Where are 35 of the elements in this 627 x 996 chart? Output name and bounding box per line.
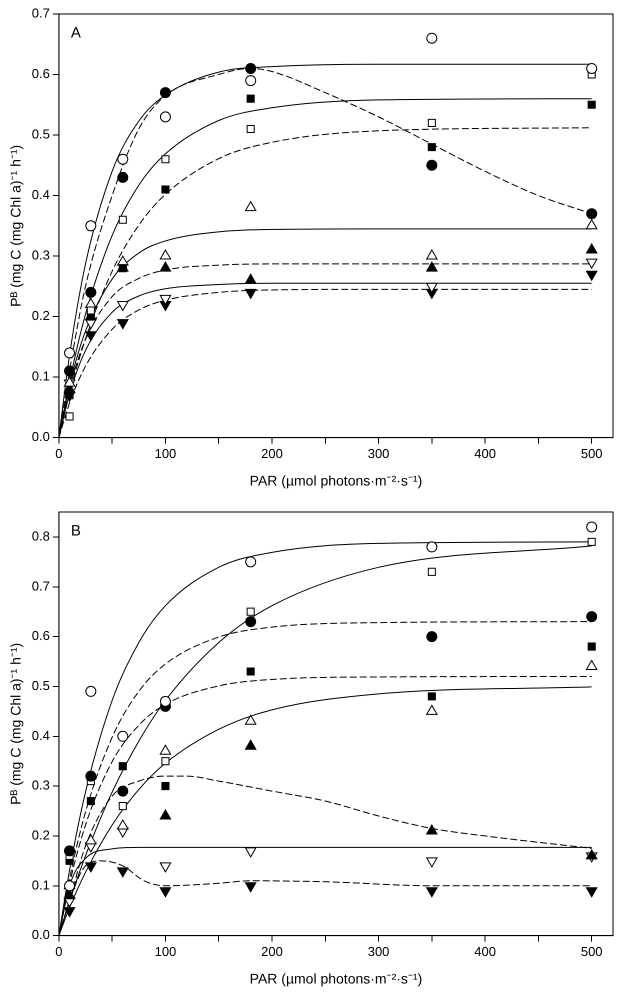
y-tick-label: 0.2 (32, 308, 50, 324)
x-tick-label: 400 (474, 446, 496, 461)
x-tick-label: 200 (261, 944, 283, 959)
y-tick-label: 0.3 (32, 778, 50, 793)
x-tick-label: 300 (368, 446, 390, 461)
y-tick-label: 0.2 (32, 828, 50, 843)
y-tick-label: 0.1 (32, 877, 50, 892)
x-tick-label: 400 (474, 944, 496, 959)
y-tick-label: 0.4 (32, 187, 50, 202)
x-tick-label: 100 (154, 944, 176, 959)
y-axis-title: Pᴮ (mg C (mg Chl a)⁻¹ h⁻¹) (7, 144, 24, 307)
y-tick-label: 0.3 (32, 248, 50, 263)
x-tick-label: 200 (261, 446, 283, 461)
y-tick-label: 0.1 (32, 368, 50, 384)
x-tick-label: 0 (55, 944, 62, 959)
x-axis-title: PAR (µmol photons·m⁻²·s⁻¹) (250, 970, 422, 986)
x-tick-label: 0 (55, 446, 62, 461)
y-tick-label: 0.5 (32, 678, 50, 693)
y-tick-label: 0.5 (32, 126, 50, 142)
y-tick-label: 0.8 (32, 528, 50, 544)
y-tick-label: 0.0 (32, 927, 50, 942)
y-axis-title: Pᴮ (mg C (mg Chl a)⁻¹ h⁻¹) (7, 642, 24, 805)
annotation: B (70, 522, 81, 540)
x-tick-label: 300 (368, 944, 390, 959)
x-tick-label: 100 (154, 446, 176, 461)
y-tick-label: 0.6 (32, 628, 50, 644)
annotation: A (70, 24, 81, 42)
x-tick-label: 500 (580, 446, 603, 461)
x-axis-title: PAR (µmol photons·m⁻²·s⁻¹) (250, 472, 422, 488)
y-tick-label: 0.7 (32, 578, 50, 594)
x-tick-label: 500 (580, 944, 603, 959)
y-tick-label: 0.7 (32, 6, 50, 21)
y-tick-label: 0.0 (32, 429, 50, 444)
y-tick-label: 0.4 (32, 728, 50, 743)
y-tick-label: 0.6 (32, 66, 50, 82)
